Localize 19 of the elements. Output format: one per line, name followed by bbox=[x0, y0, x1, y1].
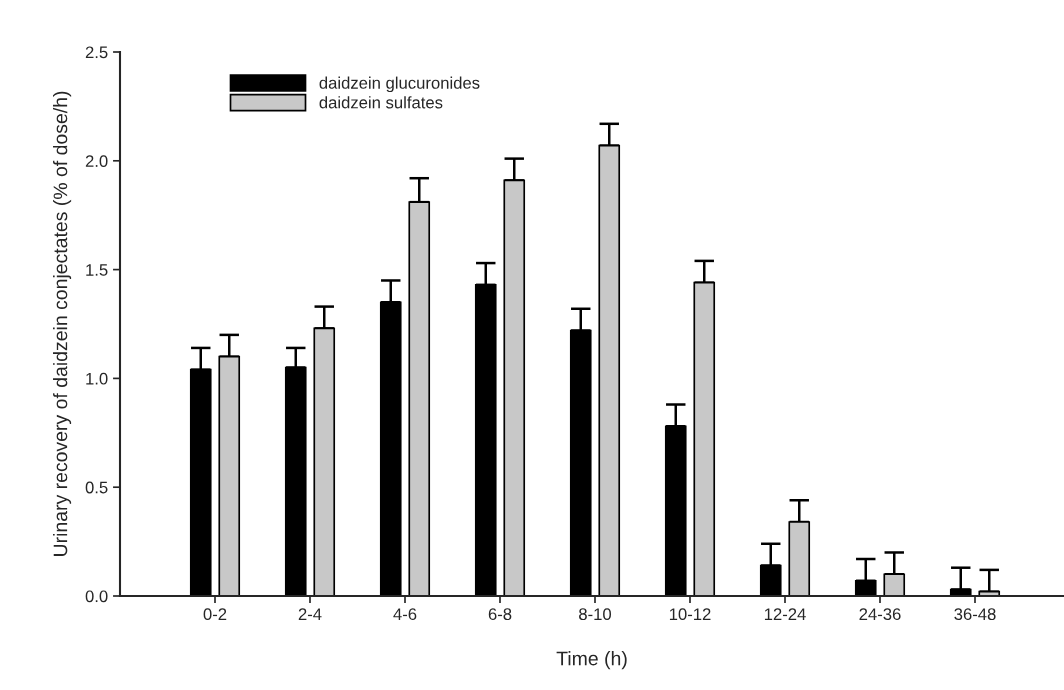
y-tick-label: 2.0 bbox=[85, 155, 108, 167]
x-tick-label: 10-12 bbox=[669, 608, 711, 621]
x-tick-label: 12-24 bbox=[764, 608, 806, 620]
x-axis-title: Time (h) bbox=[556, 651, 627, 670]
x-tick-label: 6-8 bbox=[488, 608, 512, 621]
x-tick-label: 0-2 bbox=[203, 608, 227, 621]
y-axis-title: Urinary recovery of daidzein conjectates (% of dose/h) bbox=[53, 91, 72, 556]
x-tick-label: 36-48 bbox=[954, 608, 996, 621]
legend-label: daidzein glucuronides bbox=[319, 76, 480, 93]
y-tick-label: 2.5 bbox=[85, 46, 108, 59]
x-tick-label: 8-10 bbox=[579, 608, 612, 621]
legend-label: daidzein sulfates bbox=[319, 96, 443, 109]
y-tick-label: 0.5 bbox=[85, 481, 108, 494]
y-tick-label: 0.0 bbox=[85, 590, 108, 603]
x-tick-label: 2-4 bbox=[298, 608, 322, 620]
y-tick-label: 1.0 bbox=[86, 372, 108, 385]
x-tick-label: 24-36 bbox=[859, 608, 901, 621]
y-tick-label: 1.5 bbox=[86, 264, 108, 276]
x-tick-label: 4-6 bbox=[393, 608, 417, 621]
